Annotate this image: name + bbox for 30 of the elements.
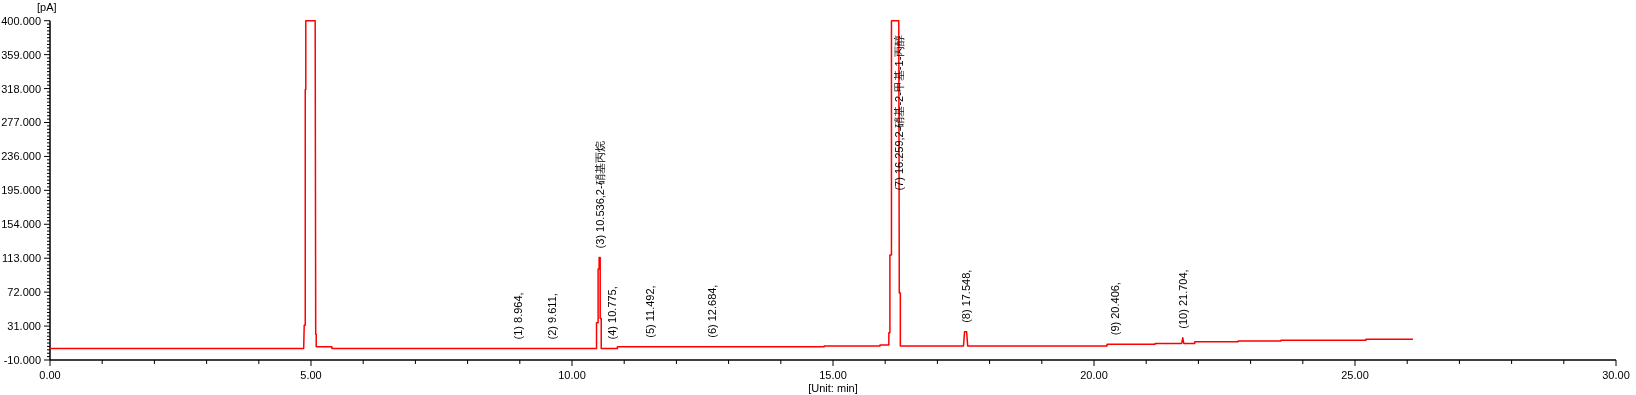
y-tick-label: 154.000 <box>1 218 41 231</box>
x-tick-label: 10.00 <box>558 369 586 381</box>
y-tick-label: -10.000 <box>3 354 41 366</box>
annotation: (7) 16.259,2-硝基-2-甲基-1-丙醇 <box>892 34 905 191</box>
y-tick-label: 31.000 <box>7 320 41 333</box>
ylabel: [pA] <box>37 1 57 13</box>
y-tick-label: 113.000 <box>2 252 41 265</box>
y-tick-label: 277.000 <box>1 116 41 129</box>
x-tick-label: 0.00 <box>39 369 61 381</box>
annotation: (10) 21.704, <box>1176 269 1189 329</box>
xlabel: [Unit: min] <box>808 382 858 394</box>
annotation: (6) 12.684, <box>706 284 719 338</box>
annotation: (8) 17.548, <box>960 269 972 323</box>
x-tick-label: 15.00 <box>819 369 847 381</box>
y-tick-label: 72.000 <box>7 286 41 299</box>
x-tick-label: 20.00 <box>1080 369 1108 381</box>
x-tick-label: 25.00 <box>1341 369 1369 381</box>
annotation: (3) 10.536,2-硝基丙烷 <box>594 141 606 249</box>
annotation: (4) 10.775, <box>606 286 619 340</box>
y-tick-label: 318.000 <box>1 82 41 95</box>
y-tick-label: 400.000 <box>1 14 41 27</box>
annotation: (5) 11.492, <box>643 285 656 338</box>
annotation: (9) 20.406, <box>1109 282 1122 336</box>
y-tick-label: 236.000 <box>1 150 41 163</box>
annotation: (2) 9.611, <box>545 293 558 340</box>
annotation: (1) 8.964, <box>511 292 524 340</box>
y-tick-label: 195.000 <box>1 184 41 197</box>
x-tick-label: 30.00 <box>1602 369 1630 381</box>
y-tick-label: 359.000 <box>1 48 41 61</box>
x-tick-label: 5.00 <box>300 369 322 381</box>
